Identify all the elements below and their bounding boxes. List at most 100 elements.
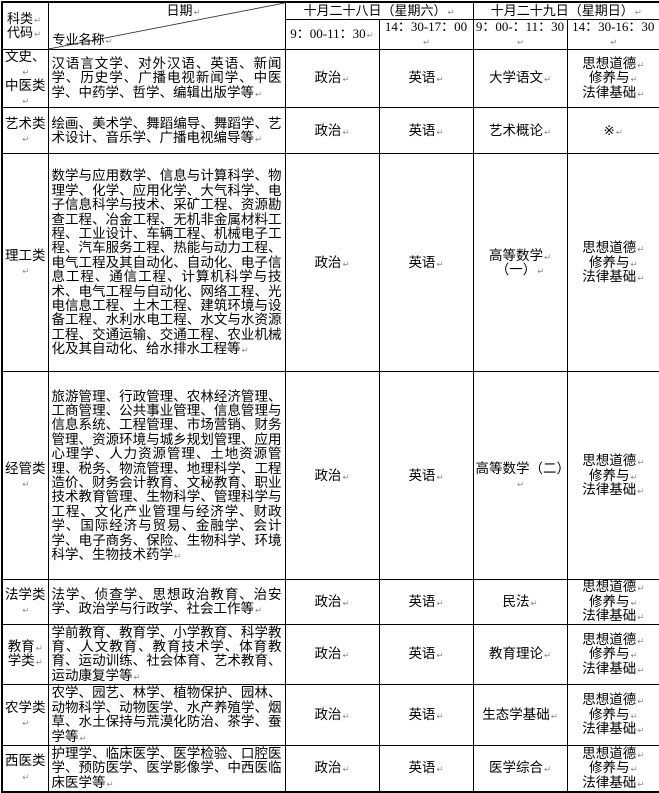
- category-cell: 西医类↵: [1, 744, 49, 793]
- table-row-ligong: 理工类↵ 数学与应用数学、信息与计算科学、物理学、化学、应用化学、大气科学、电子…: [1, 153, 659, 373]
- paragraph-mark: ↵: [34, 15, 42, 26]
- majors-cell: 绘画、美术学、舞蹈编导、舞蹈学、艺术设计、音乐学、广播电视编导等↵: [47, 107, 286, 155]
- paragraph-mark: ↵: [436, 765, 444, 776]
- majors-cell: 汉语言文学、对外汉语、英语、新闻学、历史学、广播电视新闻学、中医学、中药学、哲学…: [47, 48, 286, 109]
- paragraph-mark: ↵: [630, 472, 638, 483]
- category-cell: 文史、↵ 中医类↵: [1, 48, 49, 109]
- paragraph-mark: ↵: [342, 765, 350, 776]
- paragraph-mark: ↵: [342, 651, 350, 662]
- paragraph-mark: ↵: [22, 479, 30, 490]
- paragraph-mark: ↵: [447, 7, 455, 18]
- exam-cell-day2-pm: 思想道德↵ 修养与↵ 法律基础↵: [566, 371, 659, 581]
- paragraph-mark: ↵: [436, 598, 444, 609]
- paragraph-mark: ↵: [530, 598, 538, 609]
- exam-cell-day2-am: 艺术概论↵: [472, 107, 568, 155]
- paragraph-mark: ↵: [630, 259, 638, 270]
- exam-cell-day2-pm: 思想道德↵ 修养与↵ 法律基础↵: [566, 684, 659, 746]
- paragraph-mark: ↵: [630, 765, 638, 776]
- paragraph-mark: ↵: [436, 472, 444, 483]
- paragraph-mark: ↵: [105, 37, 113, 48]
- category-cell: 教育↵ 学类↵: [1, 623, 49, 686]
- paragraph-mark: ↵: [436, 651, 444, 662]
- header-time-day2-am: 9：00-：11：30↵: [472, 19, 568, 50]
- majors-cell: 数学与应用数学、信息与计算科学、物理学、化学、应用化学、大气科学、电子信息科学与…: [47, 153, 286, 373]
- exam-cell-day1-pm: 英语↵: [378, 623, 474, 686]
- paragraph-mark: ↵: [255, 89, 263, 100]
- category-cell: 理工类↵: [1, 153, 49, 373]
- paragraph-mark: ↵: [637, 89, 645, 100]
- exam-cell-day1-pm: 英语↵: [378, 579, 474, 625]
- exam-cell-day2-pm: 思想道德↵ 修养与↵ 法律基础↵: [566, 153, 659, 373]
- majors-cell: 学前教育、教育学、小学教育、科学教育、人文教育、教育技术学、体育教育、运动训练、…: [47, 623, 286, 686]
- paragraph-mark: ↵: [436, 259, 444, 270]
- exam-cell-day2-am: 教育理论↵: [472, 623, 568, 686]
- majors-cell: 农学、园艺、林学、植物保护、园林、动物科学、动物医学、水产养殖学、烟草、水土保持…: [47, 684, 286, 746]
- paragraph-mark: ↵: [193, 8, 201, 18]
- paragraph-mark: ↵: [537, 266, 545, 277]
- paragraph-mark: ↵: [22, 266, 30, 277]
- paragraph-mark: ↵: [637, 458, 645, 469]
- exam-cell-day1-am: 政治↵: [284, 48, 380, 109]
- paragraph-mark: ↵: [342, 598, 350, 609]
- paragraph-mark: ↵: [106, 779, 114, 790]
- majors-cell: 旅游管理、行政管理、农林经济管理、工商管理、公共事业管理、信息管理与信息系统、工…: [47, 371, 286, 581]
- paragraph-mark: ↵: [637, 274, 645, 285]
- table-row-nongxue: 农学类↵ 农学、园艺、林学、植物保护、园林、动物科学、动物医学、水产养殖学、烟草…: [1, 684, 659, 746]
- category-cell: 农学类↵: [1, 684, 49, 746]
- exam-cell-day1-am: 政治↵: [284, 107, 380, 155]
- exam-cell-day2-pm: 思想道德↵ 修养与↵ 法律基础↵: [566, 48, 659, 109]
- paragraph-mark: ↵: [422, 38, 431, 49]
- paragraph-mark: ↵: [543, 127, 552, 138]
- header-row-dates: 科类↵ 代码↵ 日期↵ 专业名称↵ 十月二十八日（星期六）↵ 十月二十九日（星期日…: [1, 1, 659, 50]
- paragraph-mark: ↵: [516, 479, 525, 490]
- paragraph-mark: ↵: [637, 613, 645, 624]
- paragraph-mark: ↵: [637, 779, 645, 790]
- paragraph-mark: ↵: [634, 7, 642, 18]
- exam-cell-day1-am: 政治↵: [284, 684, 380, 746]
- paragraph-mark: ↵: [637, 726, 645, 737]
- paragraph-mark: ↵: [255, 134, 263, 145]
- exam-cell-day2-pm: 思想道德↵ 修养与↵ 法律基础↵: [566, 623, 659, 686]
- exam-cell-day1-pm: 英语↵: [378, 371, 474, 581]
- paragraph-mark: ↵: [342, 127, 350, 138]
- exam-cell-day1-am: 政治↵: [284, 153, 380, 373]
- exam-cell-day1-pm: 英语↵: [378, 684, 474, 746]
- paragraph-mark: ↵: [436, 711, 444, 722]
- exam-cell-day2-pm: ※↵: [566, 107, 659, 155]
- exam-cell-day2-pm: 思想道德↵ 修养与↵ 法律基础↵: [566, 744, 659, 793]
- paragraph-mark: ↵: [366, 31, 374, 42]
- paragraph-mark: ↵: [436, 75, 444, 86]
- exam-cell-day2-am: 医学综合↵: [472, 744, 568, 793]
- majors-cell: 法学、侦查学、思想政治教育、治安学、政治学与行政学、社会工作等↵: [47, 579, 286, 625]
- category-cell: 法学类↵: [1, 579, 49, 625]
- exam-cell-day1-pm: 英语↵: [378, 744, 474, 793]
- header-date-label: 日期↵: [166, 3, 201, 18]
- paragraph-mark: ↵: [34, 29, 42, 40]
- paragraph-mark: ↵: [630, 598, 638, 609]
- paragraph-mark: ↵: [543, 651, 552, 662]
- exam-cell-day1-am: 政治↵: [284, 623, 380, 686]
- paragraph-mark: ↵: [637, 636, 645, 647]
- exam-cell-day1-pm: 英语↵: [378, 107, 474, 155]
- paragraph-mark: ↵: [550, 711, 558, 722]
- exam-cell-day1-am: 政治↵: [284, 371, 380, 581]
- paragraph-mark: ↵: [22, 68, 30, 79]
- paragraph-mark: ↵: [543, 252, 552, 263]
- paragraph-mark: ↵: [630, 651, 638, 662]
- paragraph-mark: ↵: [637, 245, 645, 256]
- header-row-times: 9：00-11：30↵ 14：30-17：00↵ 9：00-：11：30↵ 14…: [2, 19, 659, 50]
- exam-cell-day1-pm: 英语↵: [378, 48, 474, 109]
- paragraph-mark: ↵: [637, 665, 645, 676]
- table-row-xiyi: 西医类↵ 护理学、临床医学、医学检验、口腔医学、预防医学、医学影像学、中西医临床…: [1, 744, 659, 793]
- exam-cell-day1-am: 政治↵: [284, 579, 380, 625]
- paragraph-mark: ↵: [133, 672, 141, 683]
- table-row-jiaoyu: 教育↵ 学类↵ 学前教育、教育学、小学教育、科学教育、人文教育、教育技术学、体育教…: [1, 623, 659, 686]
- header-time-day1-am: 9：00-11：30↵: [284, 19, 380, 50]
- paragraph-mark: ↵: [342, 472, 350, 483]
- paragraph-mark: ↵: [436, 127, 444, 138]
- exam-cell-day2-am: 生态学基础↵: [472, 684, 568, 746]
- paragraph-mark: ↵: [637, 750, 645, 761]
- table-row-wenshi-zhongyi: 文史、↵ 中医类↵ 汉语言文学、对外汉语、英语、新闻学、历史学、广播电视新闻学、中…: [1, 48, 659, 109]
